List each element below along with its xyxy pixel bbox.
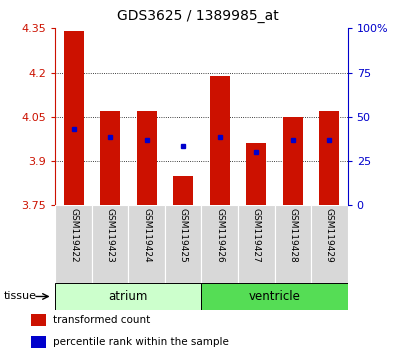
Bar	[210, 75, 230, 205]
Bar	[31, 337, 46, 348]
Bar	[137, 111, 157, 205]
Text: GSM119429: GSM119429	[325, 208, 334, 262]
Bar	[201, 283, 348, 310]
Text: transformed count: transformed count	[53, 315, 150, 325]
Text: GSM119423: GSM119423	[105, 208, 115, 262]
Text: ventricle: ventricle	[248, 290, 301, 303]
Bar	[165, 205, 201, 283]
Bar	[100, 111, 120, 205]
Bar	[64, 31, 84, 205]
Bar	[55, 205, 92, 283]
Text: GSM119422: GSM119422	[69, 208, 78, 262]
Bar	[92, 205, 128, 283]
Bar	[238, 205, 275, 283]
Text: GDS3625 / 1389985_at: GDS3625 / 1389985_at	[117, 9, 278, 23]
Text: GSM119424: GSM119424	[142, 208, 151, 262]
Text: tissue: tissue	[4, 291, 37, 302]
Text: GSM119425: GSM119425	[179, 208, 188, 262]
Bar	[283, 117, 303, 205]
Bar	[201, 205, 238, 283]
Bar	[31, 314, 46, 326]
Text: GSM119428: GSM119428	[288, 208, 297, 262]
Bar	[275, 205, 311, 283]
Bar	[55, 283, 201, 310]
Bar	[246, 143, 266, 205]
Bar	[311, 205, 348, 283]
Text: atrium: atrium	[109, 290, 148, 303]
Bar	[173, 176, 193, 205]
Text: GSM119427: GSM119427	[252, 208, 261, 262]
Bar	[128, 205, 165, 283]
Bar	[319, 111, 339, 205]
Text: percentile rank within the sample: percentile rank within the sample	[53, 337, 229, 347]
Text: GSM119426: GSM119426	[215, 208, 224, 262]
